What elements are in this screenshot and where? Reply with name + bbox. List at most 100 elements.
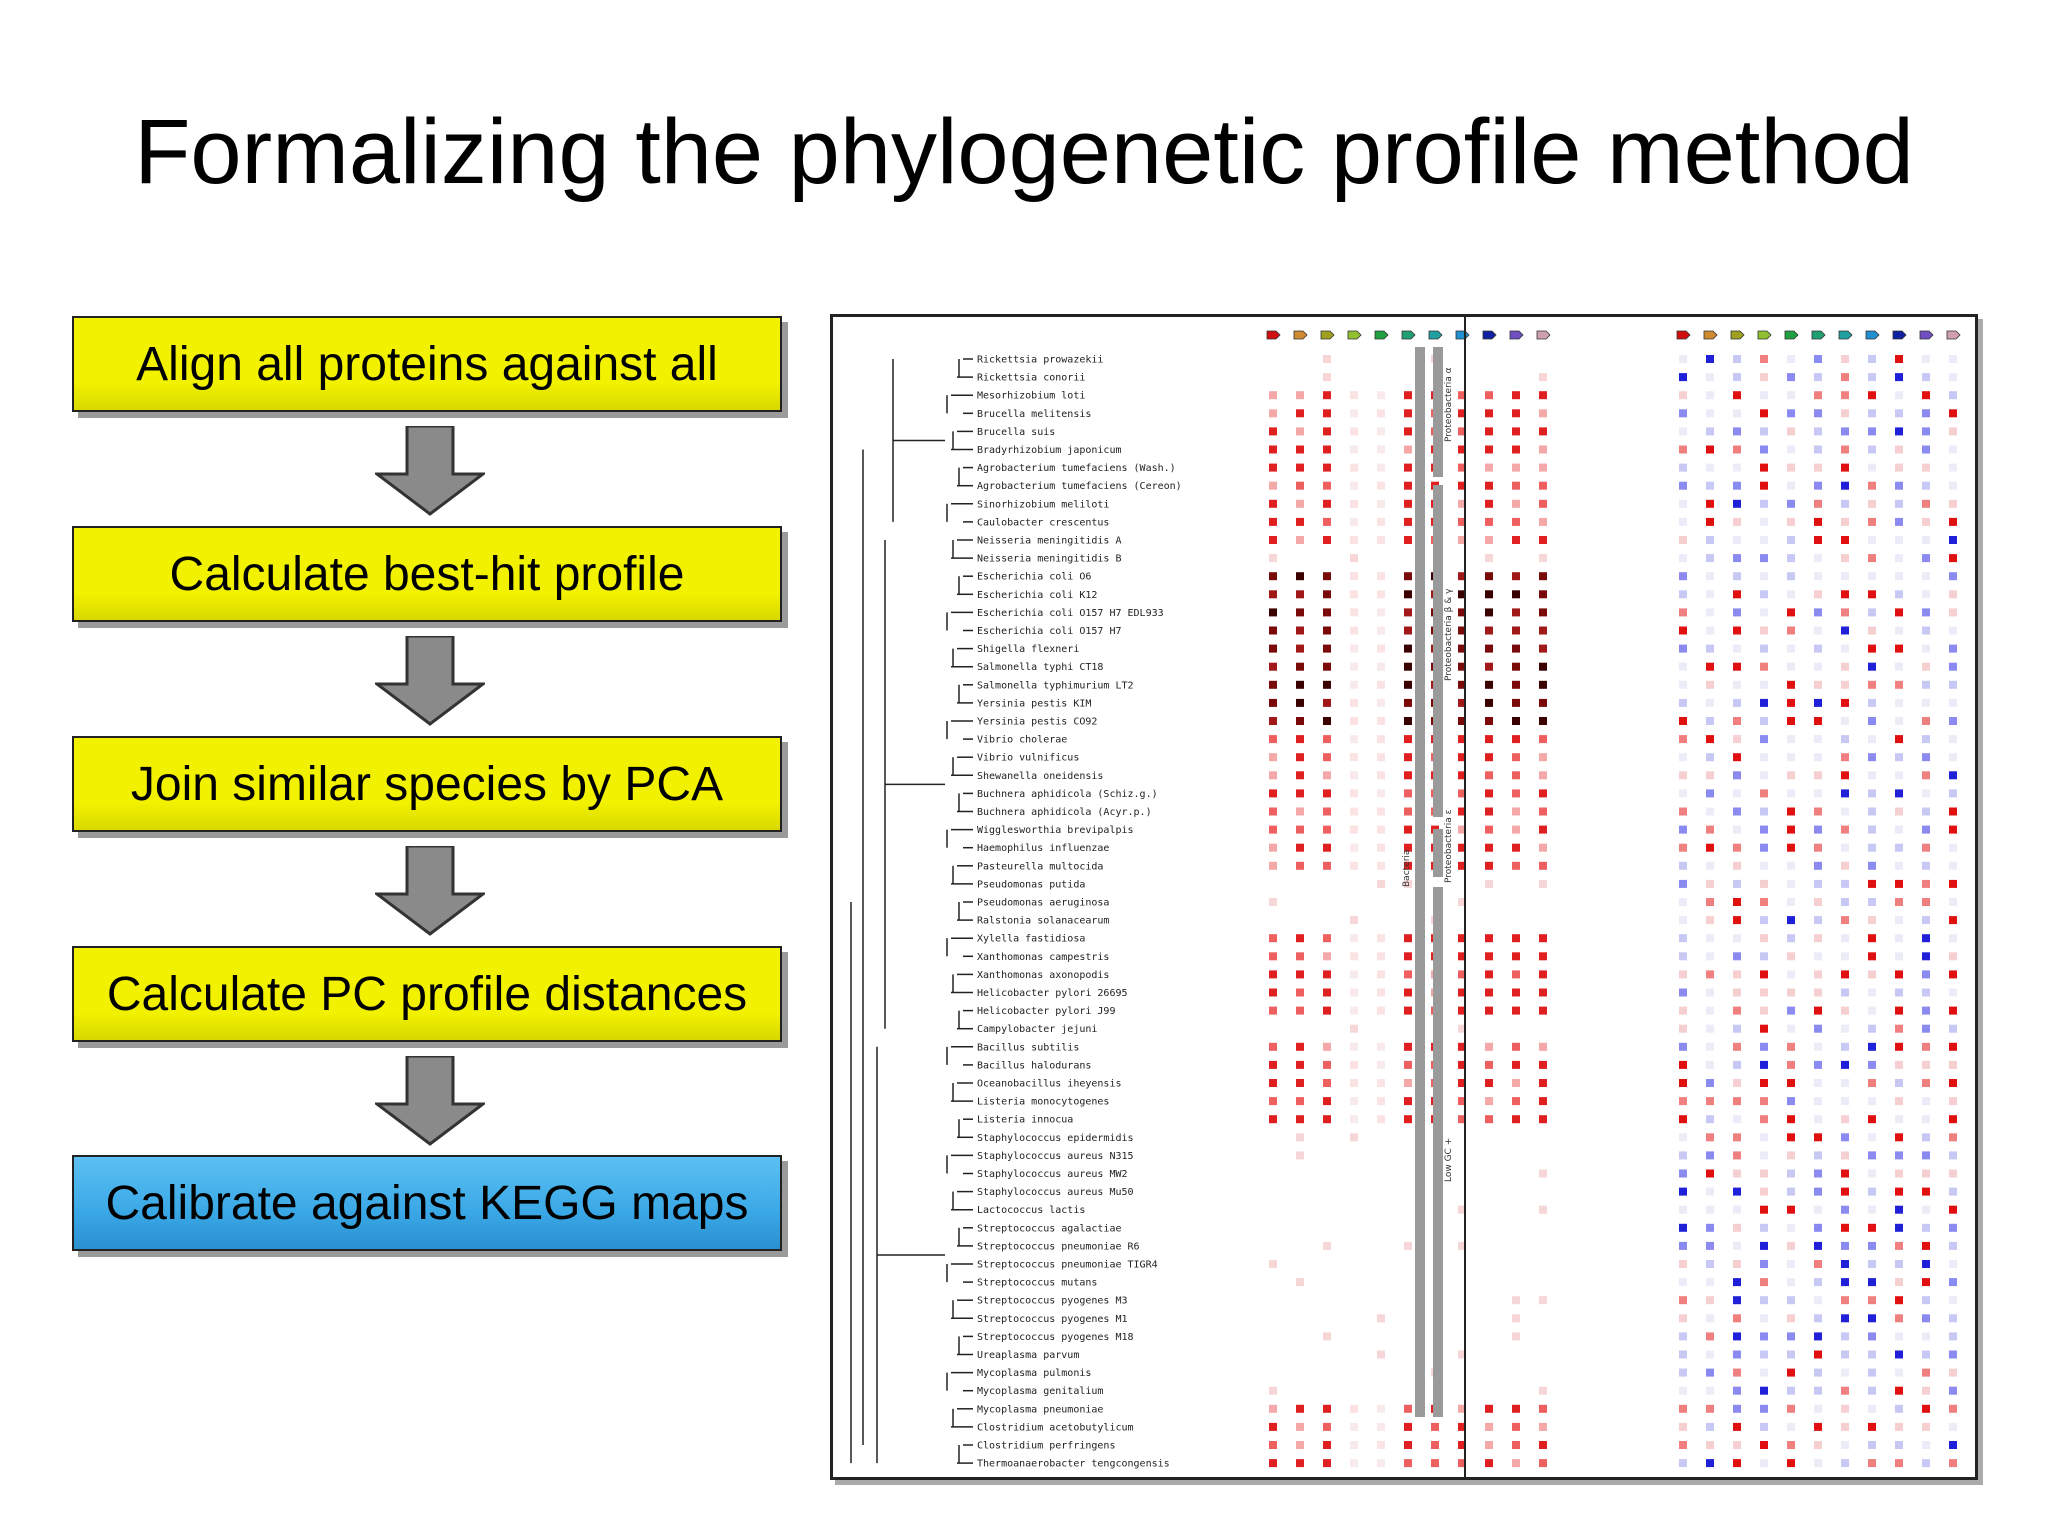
species-label: Mycoplasma pulmonis: [977, 1368, 1091, 1379]
heatmap-cell: [1868, 1133, 1876, 1142]
heatmap-cell: [1512, 572, 1520, 581]
heatmap-cell: [1841, 662, 1849, 671]
heatmap-cell: [1296, 1097, 1304, 1106]
heatmap-cell: [1512, 1115, 1520, 1124]
heatmap-cell: [1706, 1332, 1714, 1341]
heatmap-cell: [1404, 499, 1412, 508]
heatmap-cell: [1458, 481, 1466, 490]
heatmap-cell: [1949, 1386, 1957, 1395]
heatmap-cell: [1485, 554, 1493, 563]
heatmap-cell: [1922, 680, 1930, 689]
heatmap-cell: [1377, 861, 1385, 870]
heatmap-cell: [1760, 717, 1768, 725]
heatmap-cell: [1787, 662, 1795, 671]
heatmap-cell: [1814, 789, 1822, 798]
heatmap-cell: [1458, 680, 1466, 689]
heatmap-cell: [1458, 590, 1466, 599]
heatmap-cell: [1485, 735, 1493, 744]
heatmap-cell: [1679, 1042, 1687, 1051]
heatmap-cell: [1868, 1042, 1876, 1051]
heatmap-cell: [1787, 861, 1795, 870]
species-label: Helicobacter pylori 26695: [977, 988, 1128, 999]
heatmap-cell: [1706, 898, 1714, 906]
heatmap-cell: [1760, 463, 1768, 472]
heatmap-cell: [1787, 1097, 1795, 1106]
heatmap-cell: [1404, 1079, 1412, 1087]
heatmap-cell: [1787, 898, 1795, 906]
heatmap-cell: [1814, 1024, 1822, 1033]
heatmap-cell: [1269, 572, 1277, 581]
heatmap-cell: [1841, 608, 1849, 617]
heatmap-cell: [1679, 771, 1687, 780]
heatmap-cell: [1458, 1422, 1466, 1431]
heatmap-cell: [1350, 644, 1358, 653]
heatmap-cell: [1895, 1332, 1903, 1341]
heatmap-cell: [1323, 445, 1331, 454]
heatmap-cell: [1706, 1133, 1714, 1142]
heatmap-cell: [1706, 626, 1714, 635]
heatmap-cell: [1841, 680, 1849, 689]
heatmap-cell: [1296, 717, 1304, 725]
heatmap-cell: [1760, 1314, 1768, 1323]
heatmap-cell: [1895, 1314, 1903, 1323]
heatmap-cell: [1323, 934, 1331, 943]
heatmap-cell: [1949, 1278, 1957, 1287]
heatmap-cell: [1787, 1223, 1795, 1232]
heatmap-cell: [1296, 1060, 1304, 1069]
heatmap-cell: [1949, 1042, 1957, 1051]
heatmap-cell: [1512, 934, 1520, 943]
heatmap-cell: [1323, 463, 1331, 472]
species-label: Xylella fastidiosa: [977, 934, 1085, 945]
heatmap-cell: [1733, 445, 1741, 454]
heatmap-cell: [1733, 753, 1741, 762]
heatmap-cell: [1733, 1278, 1741, 1287]
species-label: Staphylococcus aureus N315: [977, 1151, 1134, 1162]
heatmap-cell: [1539, 717, 1547, 725]
heatmap-cell: [1706, 1278, 1714, 1287]
species-label: Ralstonia solanacearum: [977, 916, 1109, 927]
heatmap-cell: [1706, 861, 1714, 870]
heatmap-cell: [1377, 807, 1385, 816]
heatmap-cell: [1868, 717, 1876, 725]
heatmap-cell: [1377, 1404, 1385, 1413]
heatmap-cell: [1841, 898, 1849, 906]
heatmap-cell: [1949, 391, 1957, 400]
heatmap-cell: [1404, 536, 1412, 544]
heatmap-cell: [1269, 536, 1277, 544]
heatmap-cell: [1323, 1079, 1331, 1087]
heatmap-cell: [1733, 1060, 1741, 1069]
species-label: Wigglesworthia brevipalpis: [977, 825, 1134, 836]
heatmap-cell: [1706, 1006, 1714, 1015]
heatmap-cell: [1787, 572, 1795, 581]
heatmap-cell: [1922, 1459, 1930, 1468]
heatmap-cell: [1350, 427, 1358, 436]
heatmap-cell: [1814, 861, 1822, 870]
heatmap-cell: [1787, 916, 1795, 925]
heatmap-cell: [1841, 1205, 1849, 1214]
heatmap-cell: [1269, 717, 1277, 725]
heatmap-cell: [1922, 898, 1930, 906]
profile-heatmap-figure: Rickettsia prowazekii Rickettsia conorii M…: [850, 317, 1961, 1477]
heatmap-cell: [1539, 1404, 1547, 1413]
heatmap-cell: [1760, 1441, 1768, 1449]
heatmap-cell: [1512, 771, 1520, 780]
heatmap-cell: [1404, 843, 1412, 852]
heatmap-cell: [1760, 1079, 1768, 1087]
heatmap-cell: [1512, 789, 1520, 798]
heatmap-cell: [1895, 391, 1903, 400]
group-label: Proteobacteria ε: [1444, 809, 1454, 883]
heatmap-cell: [1787, 1115, 1795, 1124]
heatmap-cell: [1841, 1006, 1849, 1015]
heatmap-cell: [1760, 499, 1768, 508]
heatmap-cell: [1949, 445, 1957, 454]
heatmap-cell: [1895, 1115, 1903, 1124]
heatmap-cell: [1350, 1404, 1358, 1413]
heatmap-cell: [1269, 1441, 1277, 1449]
heatmap-cell: [1841, 626, 1849, 635]
heatmap-cell: [1512, 1422, 1520, 1431]
heatmap-cell: [1539, 1441, 1547, 1449]
heatmap-cell: [1512, 1042, 1520, 1051]
heatmap-cell: [1760, 1260, 1768, 1268]
heatmap-cell: [1922, 1042, 1930, 1051]
heatmap-cell: [1814, 698, 1822, 707]
